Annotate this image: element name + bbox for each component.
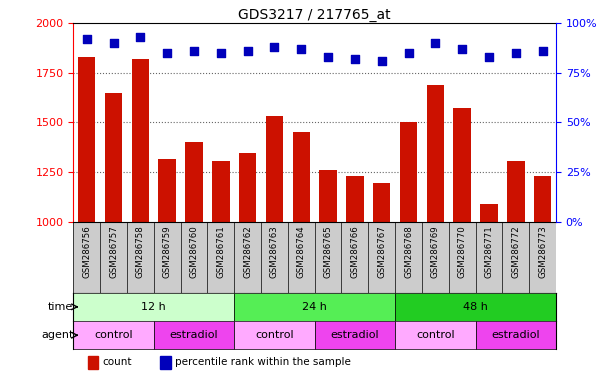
Point <box>163 50 172 56</box>
Point <box>430 40 440 46</box>
Text: GSM286772: GSM286772 <box>511 225 521 278</box>
Bar <box>154 321 234 349</box>
Bar <box>315 321 395 349</box>
Text: GSM286760: GSM286760 <box>189 225 199 278</box>
Point <box>296 46 306 52</box>
Text: GSM286770: GSM286770 <box>458 225 467 278</box>
Text: time: time <box>48 302 73 312</box>
Bar <box>239 153 257 222</box>
Bar <box>480 204 498 222</box>
Bar <box>534 176 551 222</box>
Bar <box>507 161 524 222</box>
Bar <box>73 321 154 349</box>
Text: GSM286773: GSM286773 <box>538 225 547 278</box>
Text: GSM286768: GSM286768 <box>404 225 413 278</box>
Title: GDS3217 / 217765_at: GDS3217 / 217765_at <box>238 8 391 22</box>
Text: GSM286765: GSM286765 <box>324 225 332 278</box>
Bar <box>453 108 471 222</box>
Point <box>457 46 467 52</box>
Text: GSM286771: GSM286771 <box>485 225 494 278</box>
Bar <box>212 161 230 222</box>
Text: agent: agent <box>41 330 73 340</box>
Point <box>511 50 521 56</box>
Bar <box>373 183 390 222</box>
Bar <box>88 356 98 369</box>
Point <box>484 54 494 60</box>
Point <box>269 44 279 50</box>
Bar <box>320 170 337 222</box>
Text: estradiol: estradiol <box>170 330 218 340</box>
Text: GSM286766: GSM286766 <box>350 225 359 278</box>
Bar <box>185 142 203 222</box>
Point <box>136 34 145 40</box>
Text: GSM286759: GSM286759 <box>163 225 172 278</box>
Bar <box>131 59 149 222</box>
Text: estradiol: estradiol <box>491 330 540 340</box>
Bar <box>293 132 310 222</box>
Text: control: control <box>94 330 133 340</box>
Text: control: control <box>416 330 455 340</box>
Bar <box>395 293 556 321</box>
Bar <box>266 116 283 222</box>
Bar <box>158 159 176 222</box>
Point <box>243 48 252 54</box>
Bar <box>400 122 417 222</box>
Point <box>377 58 387 64</box>
Text: estradiol: estradiol <box>331 330 379 340</box>
Text: GSM286769: GSM286769 <box>431 225 440 278</box>
Text: count: count <box>102 358 132 367</box>
Point <box>538 48 547 54</box>
Bar <box>395 321 475 349</box>
Point <box>350 56 360 62</box>
Bar <box>73 293 234 321</box>
Bar <box>105 93 122 222</box>
Bar <box>234 321 315 349</box>
Text: percentile rank within the sample: percentile rank within the sample <box>175 358 351 367</box>
Text: 48 h: 48 h <box>463 302 488 312</box>
Text: GSM286763: GSM286763 <box>270 225 279 278</box>
Point <box>323 54 333 60</box>
Point <box>189 48 199 54</box>
Point <box>82 36 92 42</box>
Text: GSM286756: GSM286756 <box>82 225 91 278</box>
Text: control: control <box>255 330 294 340</box>
Bar <box>160 356 171 369</box>
Point <box>404 50 414 56</box>
Text: GSM286767: GSM286767 <box>377 225 386 278</box>
Text: GSM286758: GSM286758 <box>136 225 145 278</box>
Text: 12 h: 12 h <box>141 302 166 312</box>
Bar <box>475 321 556 349</box>
Point <box>216 50 225 56</box>
Text: GSM286757: GSM286757 <box>109 225 118 278</box>
Bar <box>346 176 364 222</box>
Text: GSM286761: GSM286761 <box>216 225 225 278</box>
Bar <box>426 84 444 222</box>
Text: GSM286762: GSM286762 <box>243 225 252 278</box>
Point <box>109 40 119 46</box>
Bar <box>234 293 395 321</box>
Text: 24 h: 24 h <box>302 302 327 312</box>
Bar <box>78 57 95 222</box>
Text: GSM286764: GSM286764 <box>297 225 306 278</box>
